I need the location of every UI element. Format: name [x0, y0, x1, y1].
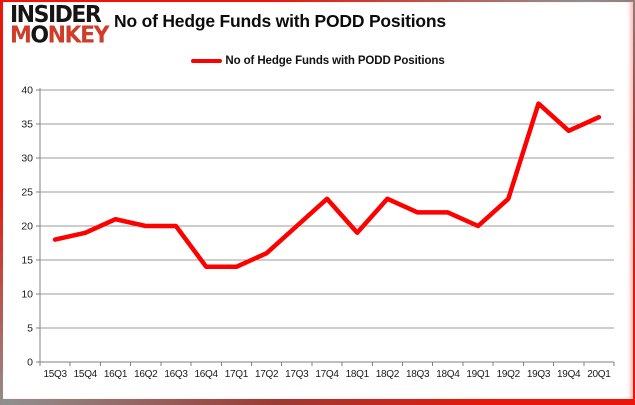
- x-tick-label: 17Q1: [225, 369, 249, 380]
- x-tick-label: 20Q1: [587, 369, 611, 380]
- x-tick-label: 15Q3: [43, 369, 67, 380]
- x-tick-label: 17Q3: [285, 369, 309, 380]
- y-tick-label: 40: [21, 85, 33, 97]
- x-tick-label: 16Q3: [164, 369, 188, 380]
- chart-canvas: INSIDER MONKEY No of Hedge Funds with PO…: [3, 2, 633, 399]
- x-tick-label: 19Q1: [466, 369, 490, 380]
- insider-monkey-logo: INSIDER MONKEY: [10, 2, 110, 50]
- y-tick-label: 25: [21, 187, 33, 199]
- y-tick-label: 30: [21, 153, 33, 165]
- x-tick-label: 18Q1: [346, 369, 370, 380]
- logo-line2: MONKEY: [10, 23, 110, 50]
- logo-letter: M: [10, 23, 32, 50]
- logo-letter: NKEY: [47, 23, 110, 50]
- legend-line-swatch: [191, 59, 223, 63]
- x-tick-label: 18Q2: [376, 369, 400, 380]
- chart-legend: No of Hedge Funds with PODD Positions: [3, 55, 633, 67]
- x-tick-label: 18Q3: [406, 369, 430, 380]
- x-tick-label: 17Q2: [255, 369, 279, 380]
- y-tick-label: 15: [21, 255, 33, 267]
- logo-letter: O: [30, 23, 49, 50]
- y-tick-label: 5: [27, 323, 33, 335]
- y-tick-label: 0: [27, 357, 33, 369]
- series-line: [52, 101, 602, 270]
- x-tick-label: 17Q4: [315, 369, 339, 380]
- y-tick-label: 10: [21, 289, 33, 301]
- page-title: No of Hedge Funds with PODD Positions: [114, 11, 446, 31]
- y-tick-label: 35: [21, 119, 33, 131]
- x-tick-label: 15Q4: [74, 369, 98, 380]
- x-tick-label: 16Q2: [134, 369, 158, 380]
- line-chart: 0 5 10 15 20 25 30 35 40 15Q3 15Q4 16Q1 16Q2 16Q3 16Q4…: [21, 85, 615, 380]
- logo-line1: INSIDER: [10, 2, 102, 29]
- x-tick-label: 16Q4: [195, 369, 219, 380]
- x-tick-label: 18Q4: [436, 369, 460, 380]
- y-tick-label: 20: [21, 221, 33, 233]
- x-tick-label: 19Q3: [527, 369, 551, 380]
- legend-label: No of Hedge Funds with PODD Positions: [225, 55, 445, 67]
- x-tick-label: 19Q2: [497, 369, 521, 380]
- x-tick-label: 16Q1: [104, 369, 128, 380]
- x-tick-label: 19Q4: [557, 369, 581, 380]
